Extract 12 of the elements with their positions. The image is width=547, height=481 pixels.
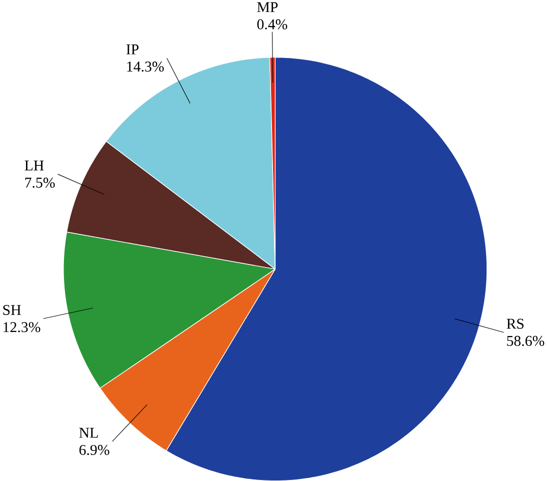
data-label: 12.3% [4,322,40,332]
data-label: 6.9% [79,444,110,455]
slice-label: RS [506,318,524,329]
slice-label: SH [3,304,21,315]
slice-label: IP [126,44,139,54]
slice-label: NL [79,428,98,438]
data-label: 58.6% [507,336,544,346]
slice-label: MP [257,2,278,12]
slice-label: LH [24,160,44,170]
data-label: 14.3% [127,61,164,72]
data-label: 7.5% [25,178,55,188]
data-label: 0.4% [257,19,288,30]
